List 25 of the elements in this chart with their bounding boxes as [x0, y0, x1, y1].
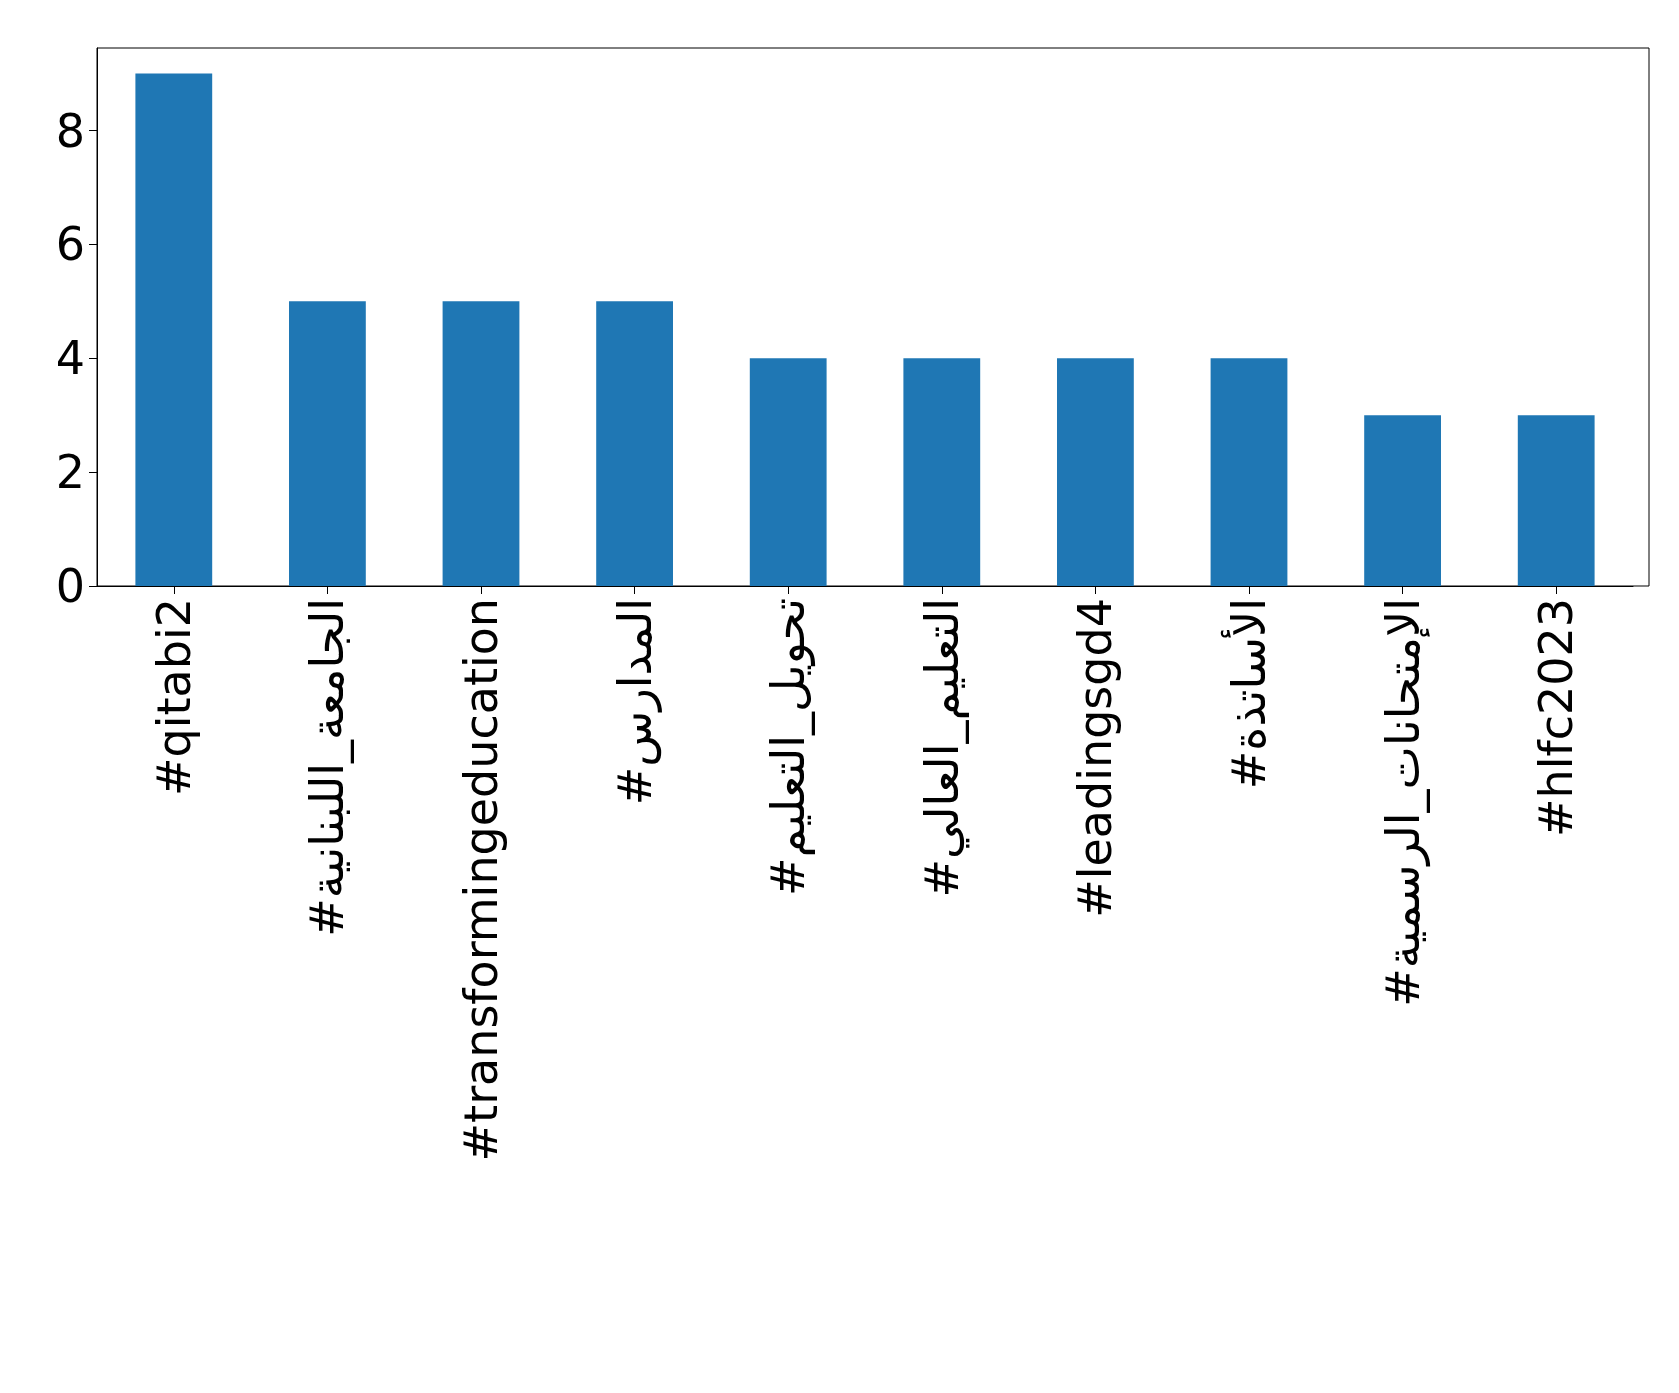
- x-tick-label: #leadingsgd4: [1068, 598, 1123, 918]
- bar: [1210, 358, 1288, 586]
- bar: [596, 301, 673, 586]
- x-tick-label: #المدارس: [607, 598, 662, 806]
- bar: [1364, 415, 1441, 586]
- bar: [1517, 415, 1595, 586]
- y-tick-label: 8: [55, 103, 85, 158]
- x-tick-label: #hlfc2023: [1529, 598, 1584, 838]
- bar: [442, 301, 520, 586]
- x-tick-label: #الجامعة_اللبنانية: [300, 598, 355, 937]
- y-tick-label: 2: [55, 445, 85, 500]
- bar: [903, 358, 981, 586]
- x-tick-label: #الإمتحانات_الرسمية: [1375, 598, 1431, 1007]
- y-tick-label: 6: [55, 217, 85, 272]
- x-tick-label: #الأساتذة: [1220, 598, 1276, 790]
- bar: [1057, 358, 1134, 586]
- x-tick-label: #qitabi2: [146, 598, 201, 796]
- y-tick-label: 4: [55, 331, 85, 386]
- x-tick-label: #transformingeducation: [454, 598, 508, 1162]
- bar: [135, 73, 213, 586]
- bar: [289, 301, 366, 586]
- x-tick-label: #تحويل_التعليم: [761, 598, 817, 897]
- x-tick-label: #التعليم_العالي: [914, 598, 970, 898]
- y-tick-label: 0: [55, 559, 85, 613]
- bar: [749, 358, 827, 586]
